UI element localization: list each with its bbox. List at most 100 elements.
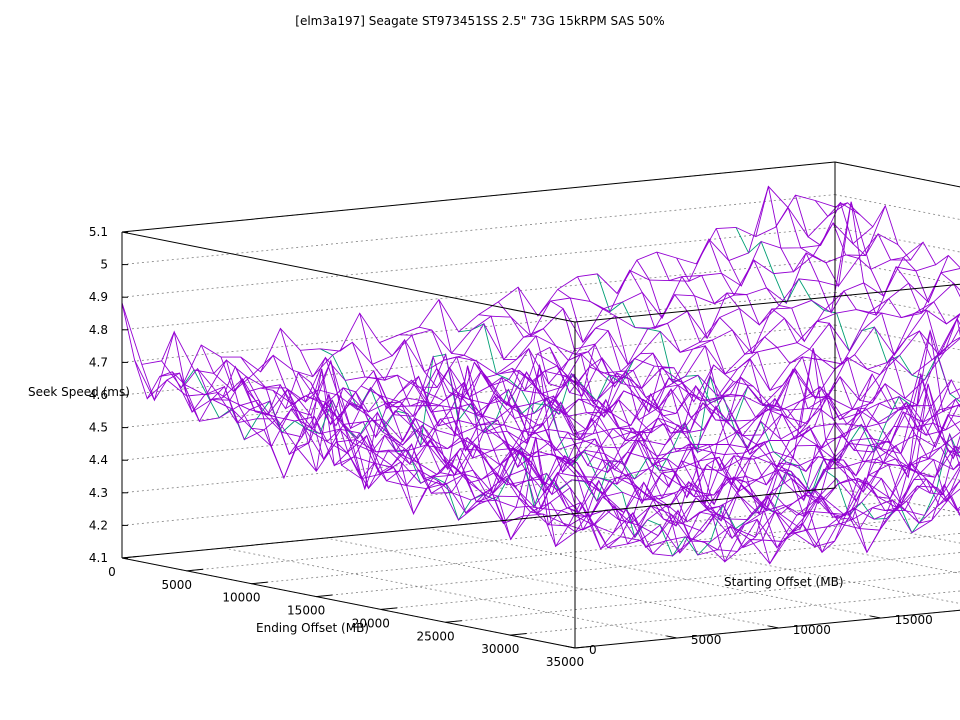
frame-line <box>121 231 576 323</box>
surface-line <box>461 369 960 511</box>
surface-line <box>222 264 936 484</box>
y-tick-label: 10000 <box>793 623 831 637</box>
z-tick-label: 5.1 <box>89 225 108 239</box>
surface-line <box>478 314 932 554</box>
surface-line <box>524 370 960 458</box>
surface-line <box>197 201 911 472</box>
tick-labels: 4.1 4.2 4.3 4.4 4.5 4.6 4.7 4.8 4.9 5 5.1 0 5000 1000… <box>89 225 933 669</box>
floor-grid-line <box>186 500 900 572</box>
z-tick-label: 4.4 <box>89 453 108 467</box>
y-tick-mark <box>666 635 677 639</box>
z-tick-label: 4.1 <box>89 551 108 565</box>
surface-line <box>517 286 960 565</box>
y-axis-line <box>574 609 960 649</box>
surface-line <box>260 282 960 521</box>
y-tick-label: 15000 <box>895 613 933 627</box>
z-tick-label: 4.6 <box>89 388 108 402</box>
z-axis-label: Seek Speed (ms) <box>28 385 130 399</box>
frame-line <box>121 487 836 559</box>
surface-line <box>398 375 960 548</box>
frame-line <box>574 283 960 323</box>
x-tick-mark <box>445 620 462 623</box>
x-tick-label: 15000 <box>287 604 325 618</box>
frame-line <box>834 161 960 188</box>
x-tick-label: 10000 <box>222 591 260 605</box>
wall-grid-line <box>834 226 960 253</box>
surface-line <box>146 201 861 403</box>
x-tick-mark <box>251 581 268 585</box>
z-tick-label: 5 <box>100 258 108 272</box>
x-tick-label: 0 <box>108 565 116 579</box>
x-tick-mark <box>574 645 592 649</box>
wall-grid-line <box>121 226 836 298</box>
floor-grid-line <box>316 532 960 597</box>
floor-grid-line <box>223 547 677 639</box>
surface-line <box>549 347 960 436</box>
surface-line <box>297 326 960 548</box>
surface-line <box>511 367 960 479</box>
surface-line <box>411 379 960 554</box>
z-tick-label: 4.3 <box>89 486 108 500</box>
floor-grid-line <box>427 527 881 619</box>
z-tick-label: 4.7 <box>89 355 108 369</box>
wall-grid-line <box>834 161 960 188</box>
y-tick-mark <box>564 645 576 649</box>
x-tick-mark <box>121 555 139 559</box>
surface-line <box>436 368 960 534</box>
surface-mesh <box>121 185 960 565</box>
axes-layer <box>121 161 960 649</box>
surface-line <box>473 362 960 499</box>
x-tick-label: 5000 <box>161 578 192 592</box>
floor-grid-line <box>325 537 779 629</box>
x-tick-mark <box>316 594 333 598</box>
x-tick-label: 20000 <box>352 616 390 630</box>
surface-line <box>373 355 960 565</box>
surface-line <box>537 353 960 460</box>
surface-line <box>562 357 960 432</box>
wall-grid-line <box>121 194 836 265</box>
surface-line <box>171 205 886 448</box>
surface-line <box>285 314 960 531</box>
surface-line <box>134 185 848 402</box>
surface-line <box>499 370 960 478</box>
z-tick-label: 4.8 <box>89 323 108 337</box>
wall-grid-line <box>834 455 960 481</box>
x-tick-mark <box>186 568 204 572</box>
surface-line <box>348 400 960 563</box>
floor-grid-line <box>445 571 960 623</box>
surface-line <box>360 385 960 556</box>
surface-line <box>210 241 924 490</box>
wall-grid-line <box>834 324 960 351</box>
wall-grid-line <box>834 194 960 220</box>
surface-line <box>486 371 960 506</box>
surface-line <box>121 194 836 389</box>
z-tick-label: 4.2 <box>89 518 108 532</box>
floor-grid-line <box>834 487 960 514</box>
surface-line <box>200 344 655 490</box>
chart-title: [elm3a197] Seagate ST973451SS 2.5" 73G 1… <box>295 14 664 28</box>
surface-line <box>735 227 960 403</box>
y-tick-mark <box>768 625 779 629</box>
x-tick-mark <box>510 633 527 636</box>
wall-grid-line <box>834 292 960 318</box>
floor-grid-line <box>529 517 960 604</box>
surface-line <box>272 309 960 541</box>
surface-line <box>449 388 960 517</box>
wall-grid-line <box>834 487 960 514</box>
surface-line <box>234 255 949 515</box>
wall-grid-line <box>834 259 960 286</box>
x-tick-mark <box>380 607 398 610</box>
z-tick-label: 4.9 <box>89 290 108 304</box>
floor-grid-line <box>631 507 960 574</box>
surface-line <box>386 352 960 554</box>
z-tick-label: 4.5 <box>89 421 108 435</box>
surface-line <box>161 330 616 439</box>
surface-line <box>423 382 960 531</box>
x-tick-label: 35000 <box>546 655 584 669</box>
y-axis-label: Starting Offset (MB) <box>724 575 844 589</box>
x-tick-label: 30000 <box>481 642 519 656</box>
x-axis-line <box>121 557 576 649</box>
y-tick-mark <box>870 615 881 619</box>
surface-line <box>574 343 960 410</box>
y-tick-label: 5000 <box>691 633 722 647</box>
